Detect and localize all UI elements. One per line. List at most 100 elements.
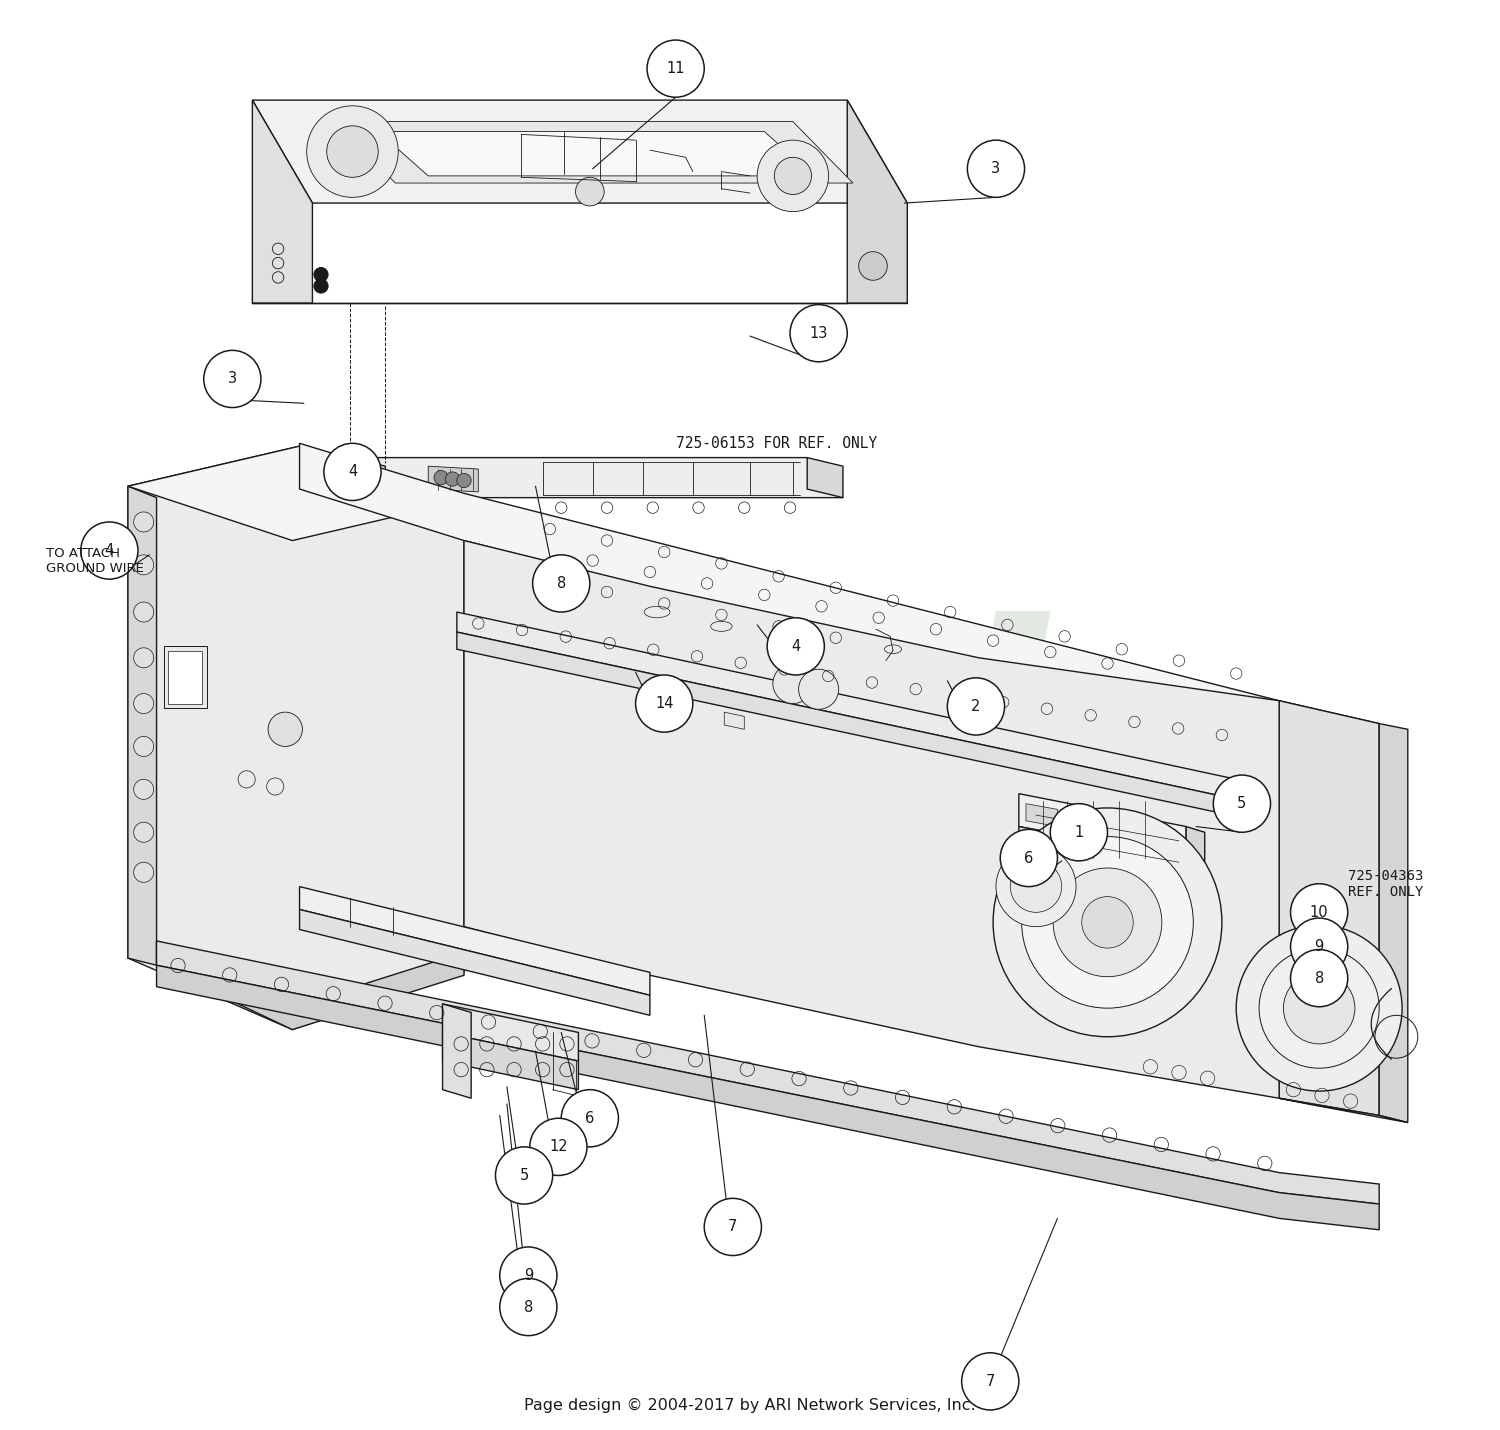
Circle shape [1053,868,1162,977]
Polygon shape [429,466,478,492]
Text: 4: 4 [348,465,357,479]
Circle shape [948,678,1005,735]
Polygon shape [1026,804,1057,827]
Text: 10: 10 [1310,905,1329,919]
Polygon shape [847,100,908,303]
Circle shape [1258,948,1378,1068]
Polygon shape [300,443,1379,769]
Circle shape [433,470,448,485]
Text: 14: 14 [656,696,674,711]
Text: 725-04363
REF. ONLY: 725-04363 REF. ONLY [1347,868,1424,899]
Circle shape [772,664,813,704]
Text: TO ATTACH
GROUND WIRE: TO ATTACH GROUND WIRE [46,546,144,575]
Circle shape [81,522,138,579]
Circle shape [314,267,328,282]
Polygon shape [156,941,464,1030]
Text: 725-06153 FOR REF. ONLY: 725-06153 FOR REF. ONLY [675,436,878,450]
Circle shape [324,443,381,500]
Circle shape [134,822,153,842]
Circle shape [204,350,261,408]
Circle shape [134,862,153,882]
Circle shape [134,512,153,532]
Text: ARI: ARI [500,602,1058,885]
Polygon shape [128,446,463,1030]
Text: 4: 4 [105,543,114,558]
Polygon shape [156,941,1378,1204]
Circle shape [500,1247,556,1304]
Circle shape [446,472,459,486]
Circle shape [1284,972,1354,1044]
Circle shape [993,808,1222,1037]
Polygon shape [378,132,814,176]
Polygon shape [442,1004,471,1098]
Circle shape [134,555,153,575]
Text: 9: 9 [1314,940,1324,954]
Polygon shape [1280,1098,1408,1123]
Circle shape [561,1090,618,1147]
Text: 11: 11 [666,61,686,76]
Polygon shape [724,712,744,729]
Circle shape [1290,950,1347,1007]
Circle shape [327,126,378,177]
Circle shape [1000,829,1058,887]
Circle shape [704,1198,762,1256]
Circle shape [458,473,471,488]
Text: Page design © 2004-2017 by ARI Network Services, Inc.: Page design © 2004-2017 by ARI Network S… [524,1397,976,1413]
Circle shape [500,1278,556,1336]
Circle shape [1022,837,1194,1008]
Circle shape [766,618,825,675]
Circle shape [968,140,1024,197]
Text: 3: 3 [992,162,1000,176]
Polygon shape [1378,724,1408,1123]
Polygon shape [300,887,650,995]
Polygon shape [168,651,202,704]
Circle shape [996,847,1076,927]
Text: 5: 5 [519,1168,528,1183]
Circle shape [1214,775,1270,832]
Circle shape [1082,897,1132,948]
Circle shape [1011,861,1062,912]
Circle shape [1050,804,1107,861]
Polygon shape [156,965,1378,1230]
Circle shape [798,669,838,709]
Text: 2: 2 [972,699,981,714]
Circle shape [134,648,153,668]
Polygon shape [1280,701,1378,1115]
Text: 6: 6 [585,1111,594,1125]
Text: 6: 6 [1024,851,1033,865]
Circle shape [314,279,328,293]
Text: 9: 9 [524,1268,532,1283]
Circle shape [1236,925,1403,1091]
Text: 8: 8 [556,576,566,591]
Text: 8: 8 [1314,971,1324,985]
Circle shape [532,555,590,612]
Text: 8: 8 [524,1300,532,1314]
Polygon shape [164,646,207,708]
Polygon shape [350,458,386,498]
Circle shape [306,106,398,197]
Text: 4: 4 [790,639,801,654]
Circle shape [790,305,847,362]
Polygon shape [458,612,1244,801]
Polygon shape [807,458,843,498]
Circle shape [858,252,888,280]
Polygon shape [300,909,650,1015]
Text: 5: 5 [1238,797,1246,811]
Polygon shape [458,632,1244,818]
Circle shape [1290,918,1347,975]
Text: 7: 7 [986,1374,994,1389]
Text: 1: 1 [1074,825,1083,839]
Circle shape [134,694,153,714]
Circle shape [268,712,303,746]
Polygon shape [336,122,854,183]
Circle shape [636,675,693,732]
Polygon shape [1019,794,1186,858]
Circle shape [134,602,153,622]
Circle shape [962,1353,1018,1410]
Polygon shape [1019,827,1186,884]
Polygon shape [1186,827,1204,889]
Circle shape [576,177,604,206]
Circle shape [646,40,704,97]
Circle shape [774,157,812,194]
Text: 12: 12 [549,1140,567,1154]
